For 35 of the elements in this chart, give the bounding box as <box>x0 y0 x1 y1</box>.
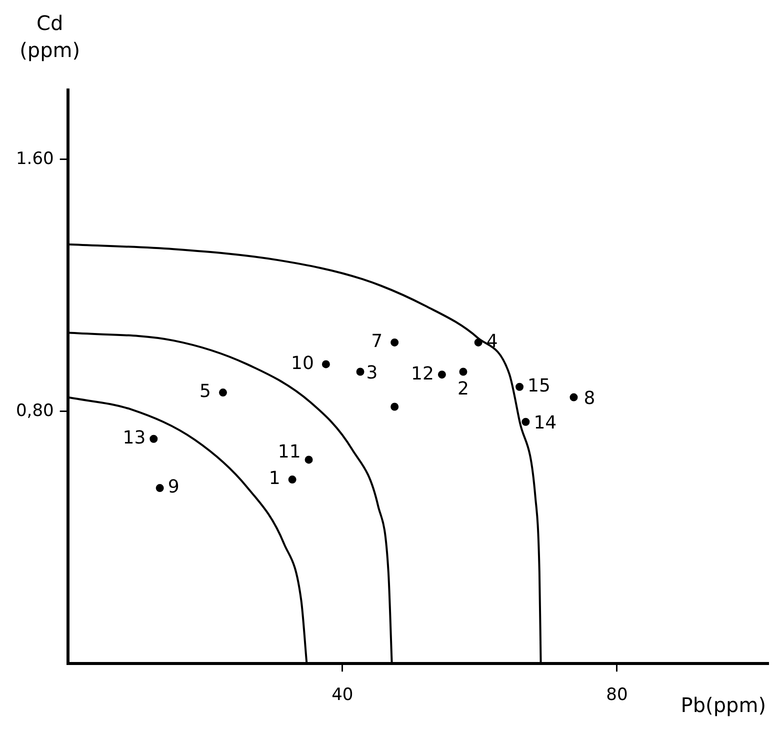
annotation: 11 <box>278 441 301 462</box>
point <box>390 402 399 411</box>
annotation: 5 <box>200 381 211 402</box>
y-tick-label: 1.60 <box>16 148 54 169</box>
point <box>288 476 296 484</box>
annotation: 15 <box>528 376 550 397</box>
point <box>218 388 227 397</box>
point <box>150 434 158 443</box>
annotation: 4 <box>486 331 498 352</box>
x-axis-title: Pb(ppm) <box>680 692 766 717</box>
point <box>156 484 164 492</box>
point <box>474 338 482 346</box>
y-tick-label: 0,80 <box>16 400 54 421</box>
annotation: 7 <box>371 331 383 352</box>
point <box>390 338 399 346</box>
x-tick-label: 40 <box>332 685 354 706</box>
annotation: 2 <box>458 378 469 400</box>
point <box>304 456 313 464</box>
point <box>356 368 364 376</box>
annotation: 12 <box>411 363 434 384</box>
annotation: 13 <box>122 428 146 449</box>
point <box>522 418 530 426</box>
point <box>459 368 468 376</box>
annotation: 3 <box>366 362 378 384</box>
x-tick-label: 80 <box>606 685 628 706</box>
annotation: 1 <box>268 468 280 490</box>
annotation: 9 <box>168 476 180 498</box>
annotation: 14 <box>534 412 557 434</box>
y-axis-title: Cd (ppm) <box>20 11 80 62</box>
point <box>322 360 330 368</box>
annotation: 8 <box>584 388 596 409</box>
annotation: 10 <box>291 352 314 374</box>
point <box>516 382 524 391</box>
point <box>570 393 578 402</box>
point <box>438 370 446 379</box>
